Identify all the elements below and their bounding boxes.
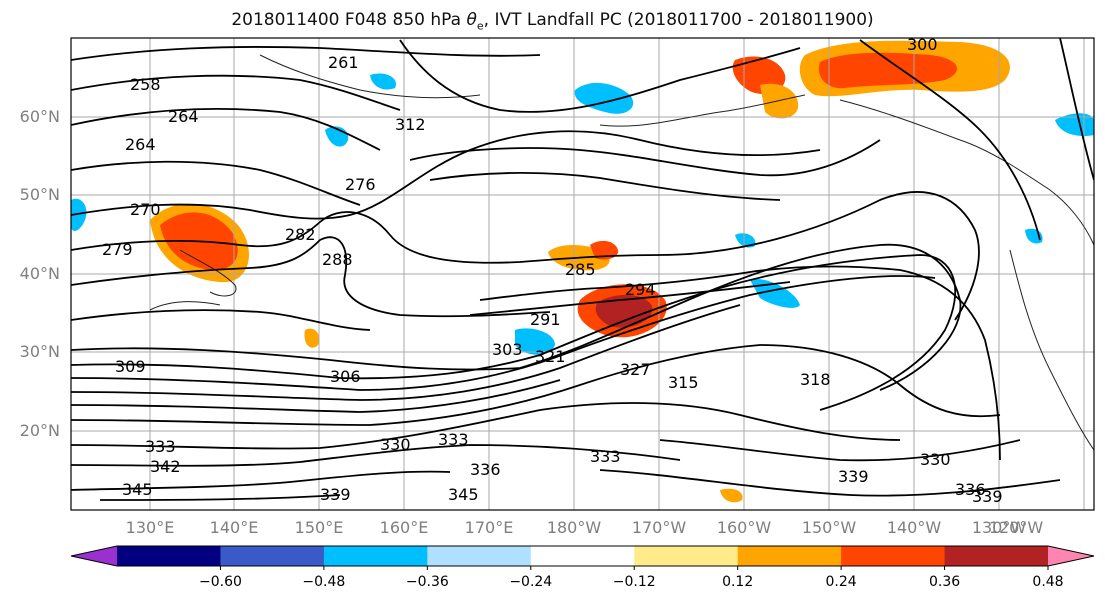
contour-label: 333 (590, 447, 621, 466)
contour-label: 342 (150, 457, 181, 476)
colorbar-ticks: −0.60 −0.48 −0.36 −0.24 −0.12 0.12 0.24 0.36 0.4… (199, 566, 1064, 590)
lon-label: 130°E (126, 518, 175, 537)
contour-label: 321 (535, 347, 566, 366)
colorbar-tick-label: −0.36 (406, 574, 449, 590)
lon-label-120w: 120°W (989, 518, 1044, 537)
colorbar-cell (634, 546, 739, 566)
colorbar-tick-label: 0.12 (722, 574, 753, 590)
contour-label: 261 (328, 53, 359, 72)
contour-label: 345 (122, 480, 153, 499)
lon-label: 150°E (295, 518, 344, 537)
lat-label: 20°N (20, 421, 60, 440)
map-frame (70, 37, 1095, 511)
contour-label: 270 (130, 200, 161, 219)
colorbar-tick-label: 0.36 (929, 574, 960, 590)
lon-label: 140°W (887, 518, 942, 537)
lon-label: 160°E (380, 518, 429, 537)
colorbar-cell (323, 546, 428, 566)
contour-label: 339 (320, 485, 351, 504)
lat-label: 60°N (20, 107, 60, 126)
contour-label: 318 (800, 370, 831, 389)
colorbar-tick-label: −0.24 (509, 574, 552, 590)
theta-e-contours (71, 38, 1094, 501)
contour-label: 276 (345, 175, 376, 194)
lon-label: 140°E (210, 518, 259, 537)
contour-label: 303 (492, 340, 523, 359)
colorbar-tick-label: 0.24 (826, 574, 857, 590)
contour-labels: 258 261 264 264 270 276 279 282 285 288 … (102, 35, 1003, 506)
contour-label: 306 (330, 367, 361, 386)
colorbar-cell (427, 546, 532, 566)
lon-label: 170°E (465, 518, 514, 537)
lon-label: 130°W (972, 518, 1027, 537)
contour-label: 294 (625, 280, 656, 299)
contour-label: 333 (145, 437, 176, 456)
lon-label: 170°W (632, 518, 687, 537)
contour-label: 282 (285, 225, 316, 244)
contour-label: 288 (322, 250, 353, 269)
contour-label: 336 (470, 460, 501, 479)
colorbar-cell (530, 546, 635, 566)
contour-label: 330 (920, 450, 951, 469)
colorbar-tick-label: −0.60 (199, 574, 242, 590)
contour-label: 258 (130, 75, 161, 94)
colorbar: −0.60 −0.48 −0.36 −0.24 −0.12 0.12 0.24 0.36 0.4… (70, 545, 1095, 590)
colorbar-cell (841, 546, 946, 566)
colorbar-tick-label: 0.48 (1032, 574, 1063, 590)
lat-label: 40°N (20, 264, 60, 283)
contour-label: 339 (972, 487, 1003, 506)
lon-label: 180°W (547, 518, 602, 537)
contour-label: 279 (102, 240, 133, 259)
map-content: 258 261 264 264 270 276 279 282 285 288 … (71, 35, 1094, 510)
colorbar-tick-label: −0.48 (302, 574, 345, 590)
longitude-labels: 130°E 140°E 150°E 160°E 170°E 180°W 170°… (126, 518, 1027, 537)
colorbar-outline (70, 545, 1095, 567)
contour-label: 291 (530, 310, 561, 329)
graticule (71, 38, 1094, 510)
colorbar-extend-right (1048, 546, 1094, 566)
colorbar-cell (737, 546, 842, 566)
contour-label: 333 (438, 430, 469, 449)
colorbar-cells (117, 546, 1049, 566)
contour-label: 345 (448, 485, 479, 504)
contour-label: 264 (168, 107, 199, 126)
contour-label: 264 (125, 135, 156, 154)
colorbar-tick-label: −0.12 (613, 574, 656, 590)
contour-label: 336 (955, 480, 986, 499)
colorbar-cell (220, 546, 325, 566)
map-title: 2018011400 F048 850 hPa θe, IVT Landfall… (231, 10, 874, 33)
contour-label: 300 (907, 35, 938, 54)
colorbar-cell (944, 546, 1049, 566)
latitude-labels: 60°N 50°N 40°N 30°N 20°N (20, 107, 60, 440)
lat-label: 50°N (20, 185, 60, 204)
lat-label: 30°N (20, 342, 60, 361)
contour-label: 315 (668, 373, 699, 392)
lon-label: 160°W (717, 518, 772, 537)
contour-label: 312 (395, 115, 426, 134)
contour-label: 339 (838, 467, 869, 486)
contour-label: 285 (565, 260, 596, 279)
coastlines (149, 54, 1094, 451)
contour-label: 309 (115, 357, 146, 376)
contour-label: 327 (620, 360, 651, 379)
colorbar-extend-left (71, 546, 117, 566)
colorbar-cell (117, 546, 221, 566)
lon-label: 150°W (802, 518, 857, 537)
contour-label: 330 (380, 435, 411, 454)
